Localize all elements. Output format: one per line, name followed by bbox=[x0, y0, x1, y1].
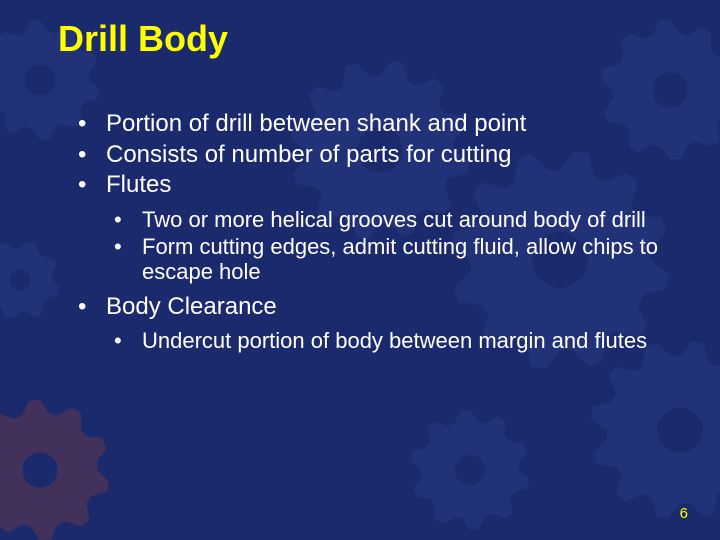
slide-title: Drill Body bbox=[58, 18, 228, 60]
bullet-text: Form cutting edges, admit cutting fluid,… bbox=[142, 234, 658, 284]
bullet-text: Flutes bbox=[106, 171, 171, 198]
bullet-text: Two or more helical grooves cut around b… bbox=[142, 207, 646, 232]
bullet-text: Body Clearance bbox=[106, 293, 277, 320]
page-number: 6 bbox=[680, 505, 688, 522]
bullet-text: Undercut portion of body between margin … bbox=[142, 328, 647, 353]
gear-icon bbox=[0, 236, 64, 324]
bullet-item: Body Clearance bbox=[78, 293, 680, 321]
slide: Drill Body Portion of drill between shan… bbox=[0, 0, 720, 540]
slide-content: Portion of drill between shank and point… bbox=[78, 110, 680, 362]
bullet-item: Flutes bbox=[78, 171, 680, 199]
gear-icon bbox=[404, 404, 536, 536]
bullet-text: Consists of number of parts for cutting bbox=[106, 141, 512, 168]
bullet-sub-item: Two or more helical grooves cut around b… bbox=[114, 207, 680, 232]
bullet-item: Consists of number of parts for cutting bbox=[78, 141, 680, 169]
gear-icon bbox=[0, 393, 117, 540]
bullet-sub-item: Undercut portion of body between margin … bbox=[114, 328, 680, 353]
bullet-text: Portion of drill between shank and point bbox=[106, 110, 526, 137]
bullet-item: Portion of drill between shank and point bbox=[78, 110, 680, 138]
bullet-sub-item: Form cutting edges, admit cutting fluid,… bbox=[114, 234, 680, 285]
